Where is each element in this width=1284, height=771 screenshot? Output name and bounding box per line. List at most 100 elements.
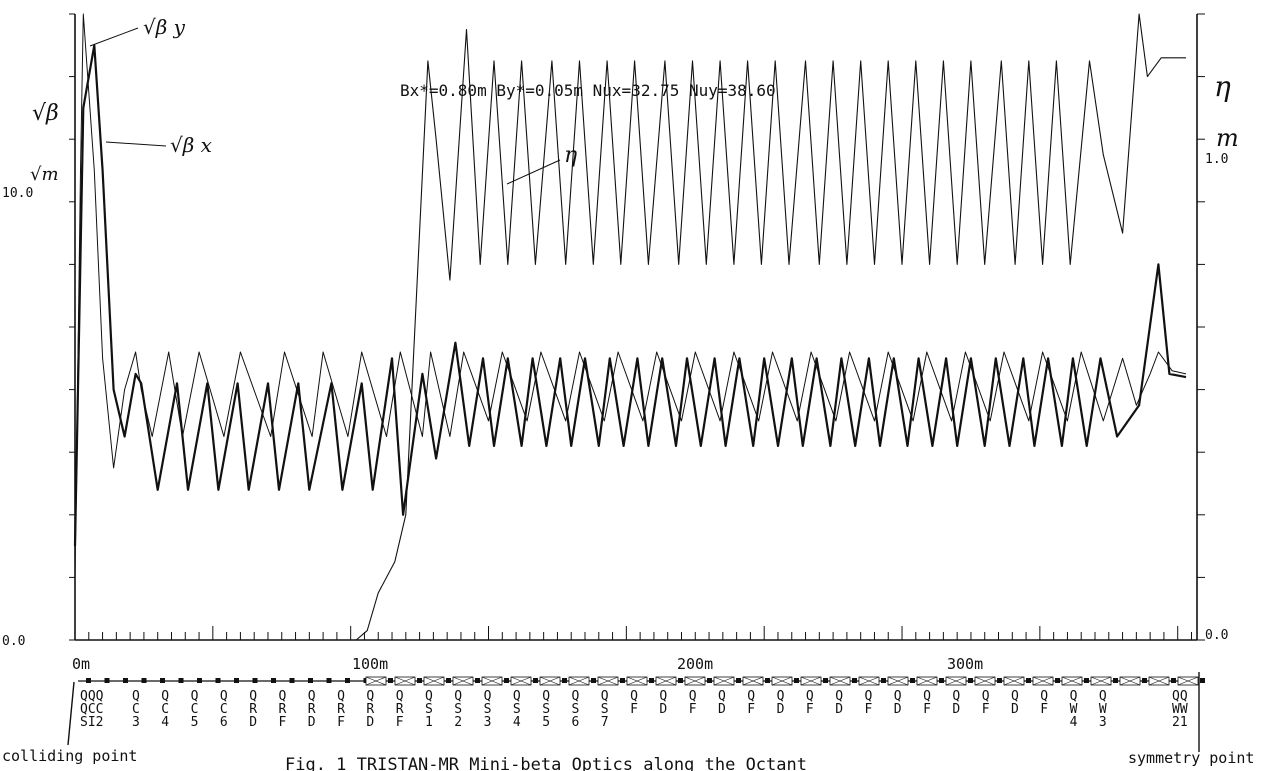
lattice-label: 4 (513, 715, 521, 730)
quadrupole-magnet (178, 678, 184, 683)
quadrupole-magnet (562, 678, 567, 683)
lattice-label: F (806, 702, 814, 717)
quadrupole-magnet (326, 678, 332, 683)
lattice-label: S (572, 702, 580, 717)
quadrupole-magnet (707, 678, 712, 683)
lattice-label: 3 (484, 715, 492, 730)
quadrupole-magnet (1113, 678, 1118, 683)
lattice-label: WW (1172, 702, 1188, 717)
lattice-label: Q (513, 689, 521, 704)
lattice-label: W (1070, 702, 1078, 717)
lattice-label: F (396, 715, 404, 730)
quadrupole-magnet (446, 678, 451, 683)
quadrupole-magnet (533, 678, 538, 683)
lattice-label: S (601, 702, 609, 717)
lattice-label: 3 (1099, 715, 1107, 730)
bend-magnet-cross (1032, 676, 1054, 686)
quadrupole-magnet (1171, 678, 1176, 683)
quadrupole-magnet (388, 678, 393, 683)
lattice-label: D (308, 715, 316, 730)
quadrupole-magnet (794, 678, 799, 683)
lattice-label: Q (952, 689, 960, 704)
lattice-label: F (865, 702, 873, 717)
eta-label: η (564, 143, 577, 168)
lattice-label: F (1040, 702, 1048, 717)
x-tick-marks (74, 626, 1192, 640)
bend-magnet-cross (742, 676, 764, 686)
x-tick-label-0: 0m (72, 655, 90, 673)
right-tick-label-0: 0.0 (1205, 628, 1228, 643)
lattice-label: 2 (454, 715, 462, 730)
quadrupole-magnet (1200, 678, 1205, 683)
lattice-label: Q (308, 689, 316, 704)
lattice-label: QCC (80, 702, 103, 717)
lattice-label: S (542, 702, 550, 717)
lattice-label: S (454, 702, 462, 717)
lattice-label: Q (161, 689, 169, 704)
lattice-label: D (894, 702, 902, 717)
lattice-label: F (630, 702, 638, 717)
quadrupole-magnet (881, 678, 886, 683)
colliding-point-arrow (67, 681, 75, 746)
lattice-label: Q (425, 689, 433, 704)
lattice-label: Q (806, 689, 814, 704)
quadrupole-magnet (910, 678, 915, 683)
lattice-label: 3 (132, 715, 140, 730)
quadrupole-magnet (968, 678, 973, 683)
lattice-label: Q (747, 689, 755, 704)
beta-y-pointer (89, 27, 139, 47)
bend-magnet-cross (1148, 676, 1170, 686)
lattice-label: D (718, 702, 726, 717)
lattice-label: F (337, 715, 345, 730)
lattice-label: QQ (1172, 689, 1188, 704)
quadrupole-magnet (852, 678, 857, 683)
lattice-label: C (220, 702, 228, 717)
lattice-label: R (279, 702, 287, 717)
lattice-label: Q (1040, 689, 1048, 704)
lattice-label: Q (601, 689, 609, 704)
lattice-label: D (952, 702, 960, 717)
lattice-label: Q (865, 689, 873, 704)
lattice-label: D (366, 715, 374, 730)
quadrupole-magnet (1026, 678, 1031, 683)
lattice-label: R (396, 702, 404, 717)
beta-x-curve (73, 44, 1187, 547)
lattice-label: Q (1099, 689, 1107, 704)
bend-magnet-cross (1003, 676, 1025, 686)
quadrupole-magnet (160, 678, 165, 683)
lattice-label: F (923, 702, 931, 717)
lattice-label: Q (337, 689, 345, 704)
bend-magnet-cross (510, 676, 532, 686)
lattice-label: D (659, 702, 667, 717)
bend-magnet-cross (626, 676, 648, 686)
colliding-point-label: colliding point (2, 747, 137, 765)
bend-magnet-cross (1119, 676, 1141, 686)
lattice-label: S (425, 702, 433, 717)
quadrupole-magnet (141, 678, 147, 683)
lattice-label: Q (191, 689, 199, 704)
params-text: Bx*=0.80m By*=0.05m Nux=32.75 Nuy=38.60 (400, 81, 776, 100)
lattice-label: 7 (601, 715, 609, 730)
lattice-label: Q (249, 689, 257, 704)
lattice-label: Q (835, 689, 843, 704)
lattice-label: 5 (191, 715, 199, 730)
lattice-label: Q (454, 689, 462, 704)
lattice-label: 21 (1172, 715, 1188, 730)
lattice-label: Q (982, 689, 990, 704)
bend-magnet-cross (394, 676, 416, 686)
lattice-label: 1 (425, 715, 433, 730)
lattice-label: Q (220, 689, 228, 704)
quadrupole-magnet (1055, 678, 1060, 683)
quadrupole-magnet (1084, 678, 1089, 683)
lattice-label: Q (689, 689, 697, 704)
lattice-label: 6 (220, 715, 228, 730)
bend-magnet-cross (1061, 676, 1083, 686)
x-tick-label-300: 300m (947, 655, 983, 673)
lattice-label: Q (659, 689, 667, 704)
lattice-label: R (366, 702, 374, 717)
quadrupole-magnet (197, 678, 202, 683)
quadrupole-magnet (234, 678, 239, 683)
bend-magnet-cross (974, 676, 996, 686)
quadrupole-magnet (1142, 678, 1147, 683)
